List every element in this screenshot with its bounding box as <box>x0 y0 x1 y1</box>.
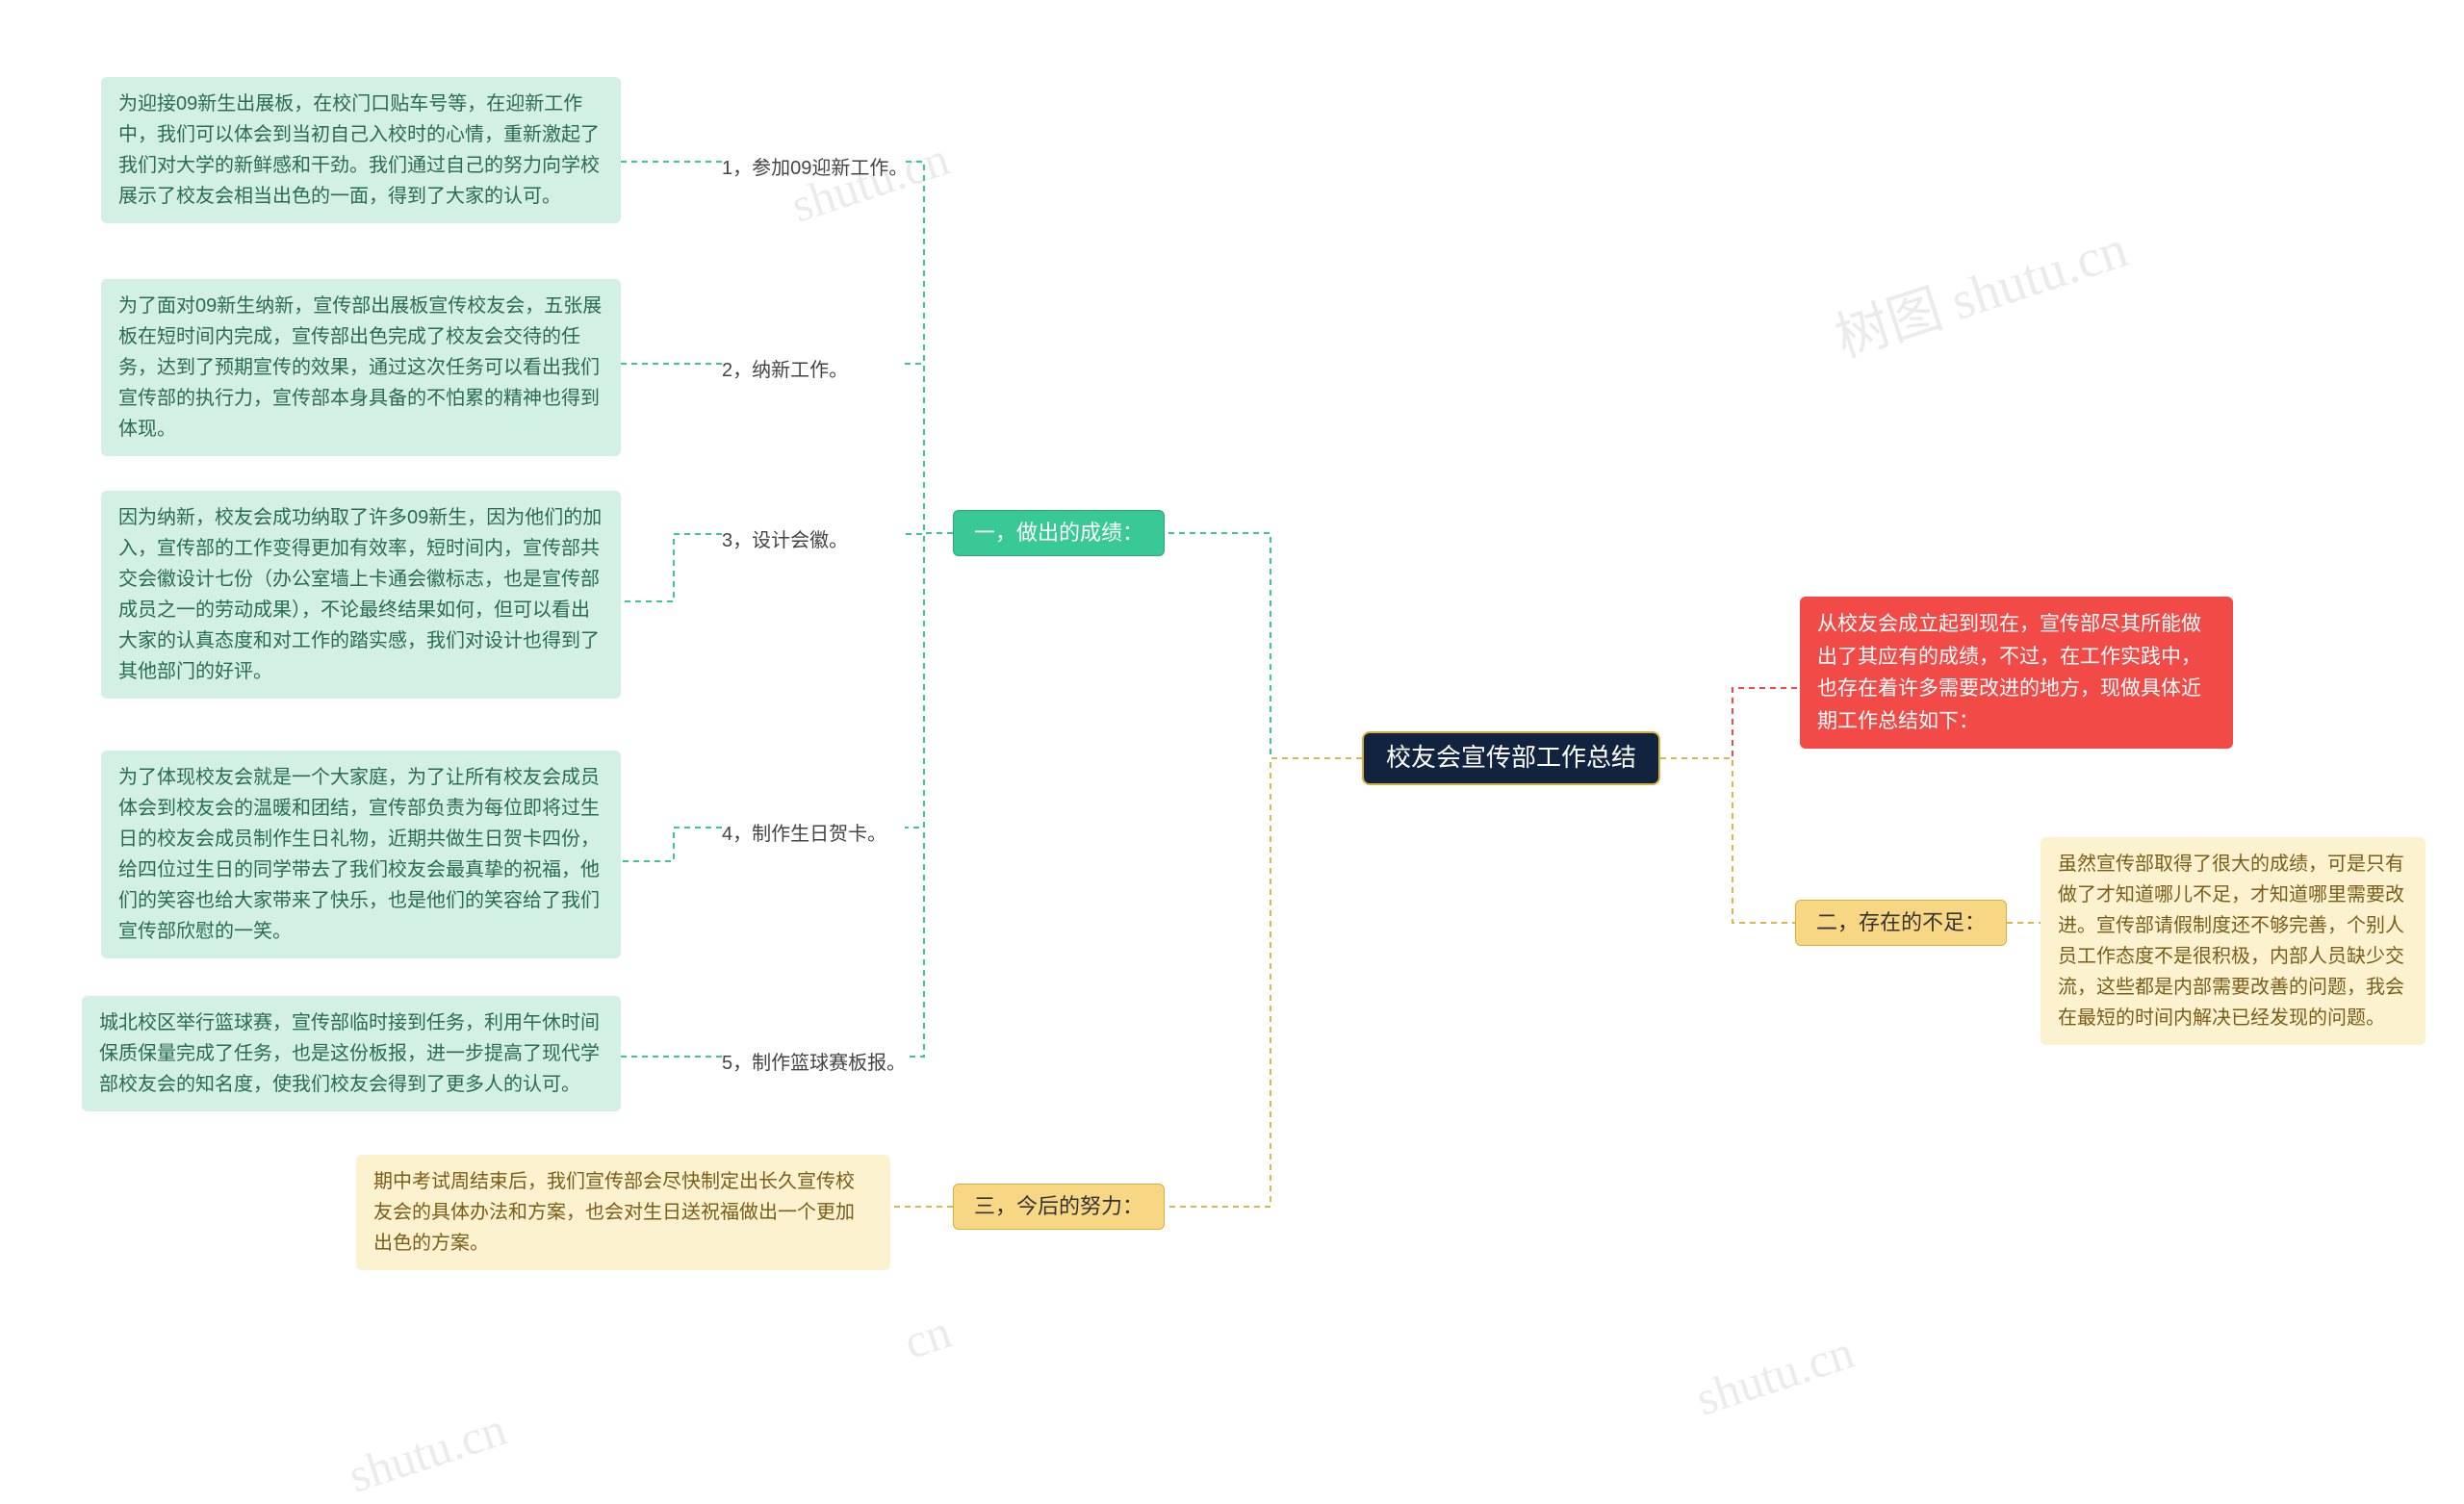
s3-leaf[interactable]: 期中考试周结束后，我们宣传部会尽快制定出长久宣传校友会的具体办法和方案，也会对生… <box>356 1155 890 1270</box>
s1-label-2: 2，纳新工作。 <box>722 354 848 382</box>
s1-leaf-4[interactable]: 为了体现校友会就是一个大家庭，为了让所有校友会成员体会到校友会的温暖和团结，宣传… <box>101 751 621 958</box>
s1-leaf-3[interactable]: 因为纳新，校友会成功纳取了许多09新生，因为他们的加入，宣传部的工作变得更加有效… <box>101 491 621 699</box>
s1-label-4: 4，制作生日贺卡。 <box>722 818 886 846</box>
watermark: shutu.cn <box>784 130 956 233</box>
s1-label-1: 1，参加09迎新工作。 <box>722 152 908 180</box>
watermark: cn <box>897 1303 958 1370</box>
s1-label-5: 5，制作篮球赛板报。 <box>722 1047 906 1075</box>
root-node[interactable]: 校友会宣传部工作总结 <box>1362 731 1660 785</box>
section-3[interactable]: 三，今后的努力： <box>953 1184 1165 1230</box>
watermark: 树图 shutu.cn <box>1824 205 2136 372</box>
watermark: shutu.cn <box>1689 1323 1861 1426</box>
mindmap-canvas: shutu.cn 树图 shutu.cn 树图 shutu.cn cn shut… <box>0 0 2464 1453</box>
s1-leaf-1[interactable]: 为迎接09新生出展板，在校门口贴车号等，在迎新工作中，我们可以体会到当初自己入校… <box>101 77 621 223</box>
watermark: shutu.cn <box>342 1400 513 1503</box>
s1-leaf-5[interactable]: 城北校区举行篮球赛，宣传部临时接到任务，利用午休时间保质保量完成了任务，也是这份… <box>82 996 621 1111</box>
section-1[interactable]: 一，做出的成绩： <box>953 510 1165 556</box>
intro-node[interactable]: 从校友会成立起到现在，宣传部尽其所能做出了其应有的成绩，不过，在工作实践中，也存… <box>1800 597 2233 749</box>
section-2[interactable]: 二，存在的不足： <box>1795 900 2007 946</box>
s1-leaf-2[interactable]: 为了面对09新生纳新，宣传部出展板宣传校友会，五张展板在短时间内完成，宣传部出色… <box>101 279 621 456</box>
s1-label-3: 3，设计会徽。 <box>722 524 848 552</box>
s2-leaf[interactable]: 虽然宣传部取得了很大的成绩，可是只有做了才知道哪儿不足，才知道哪里需要改进。宣传… <box>2040 837 2426 1045</box>
